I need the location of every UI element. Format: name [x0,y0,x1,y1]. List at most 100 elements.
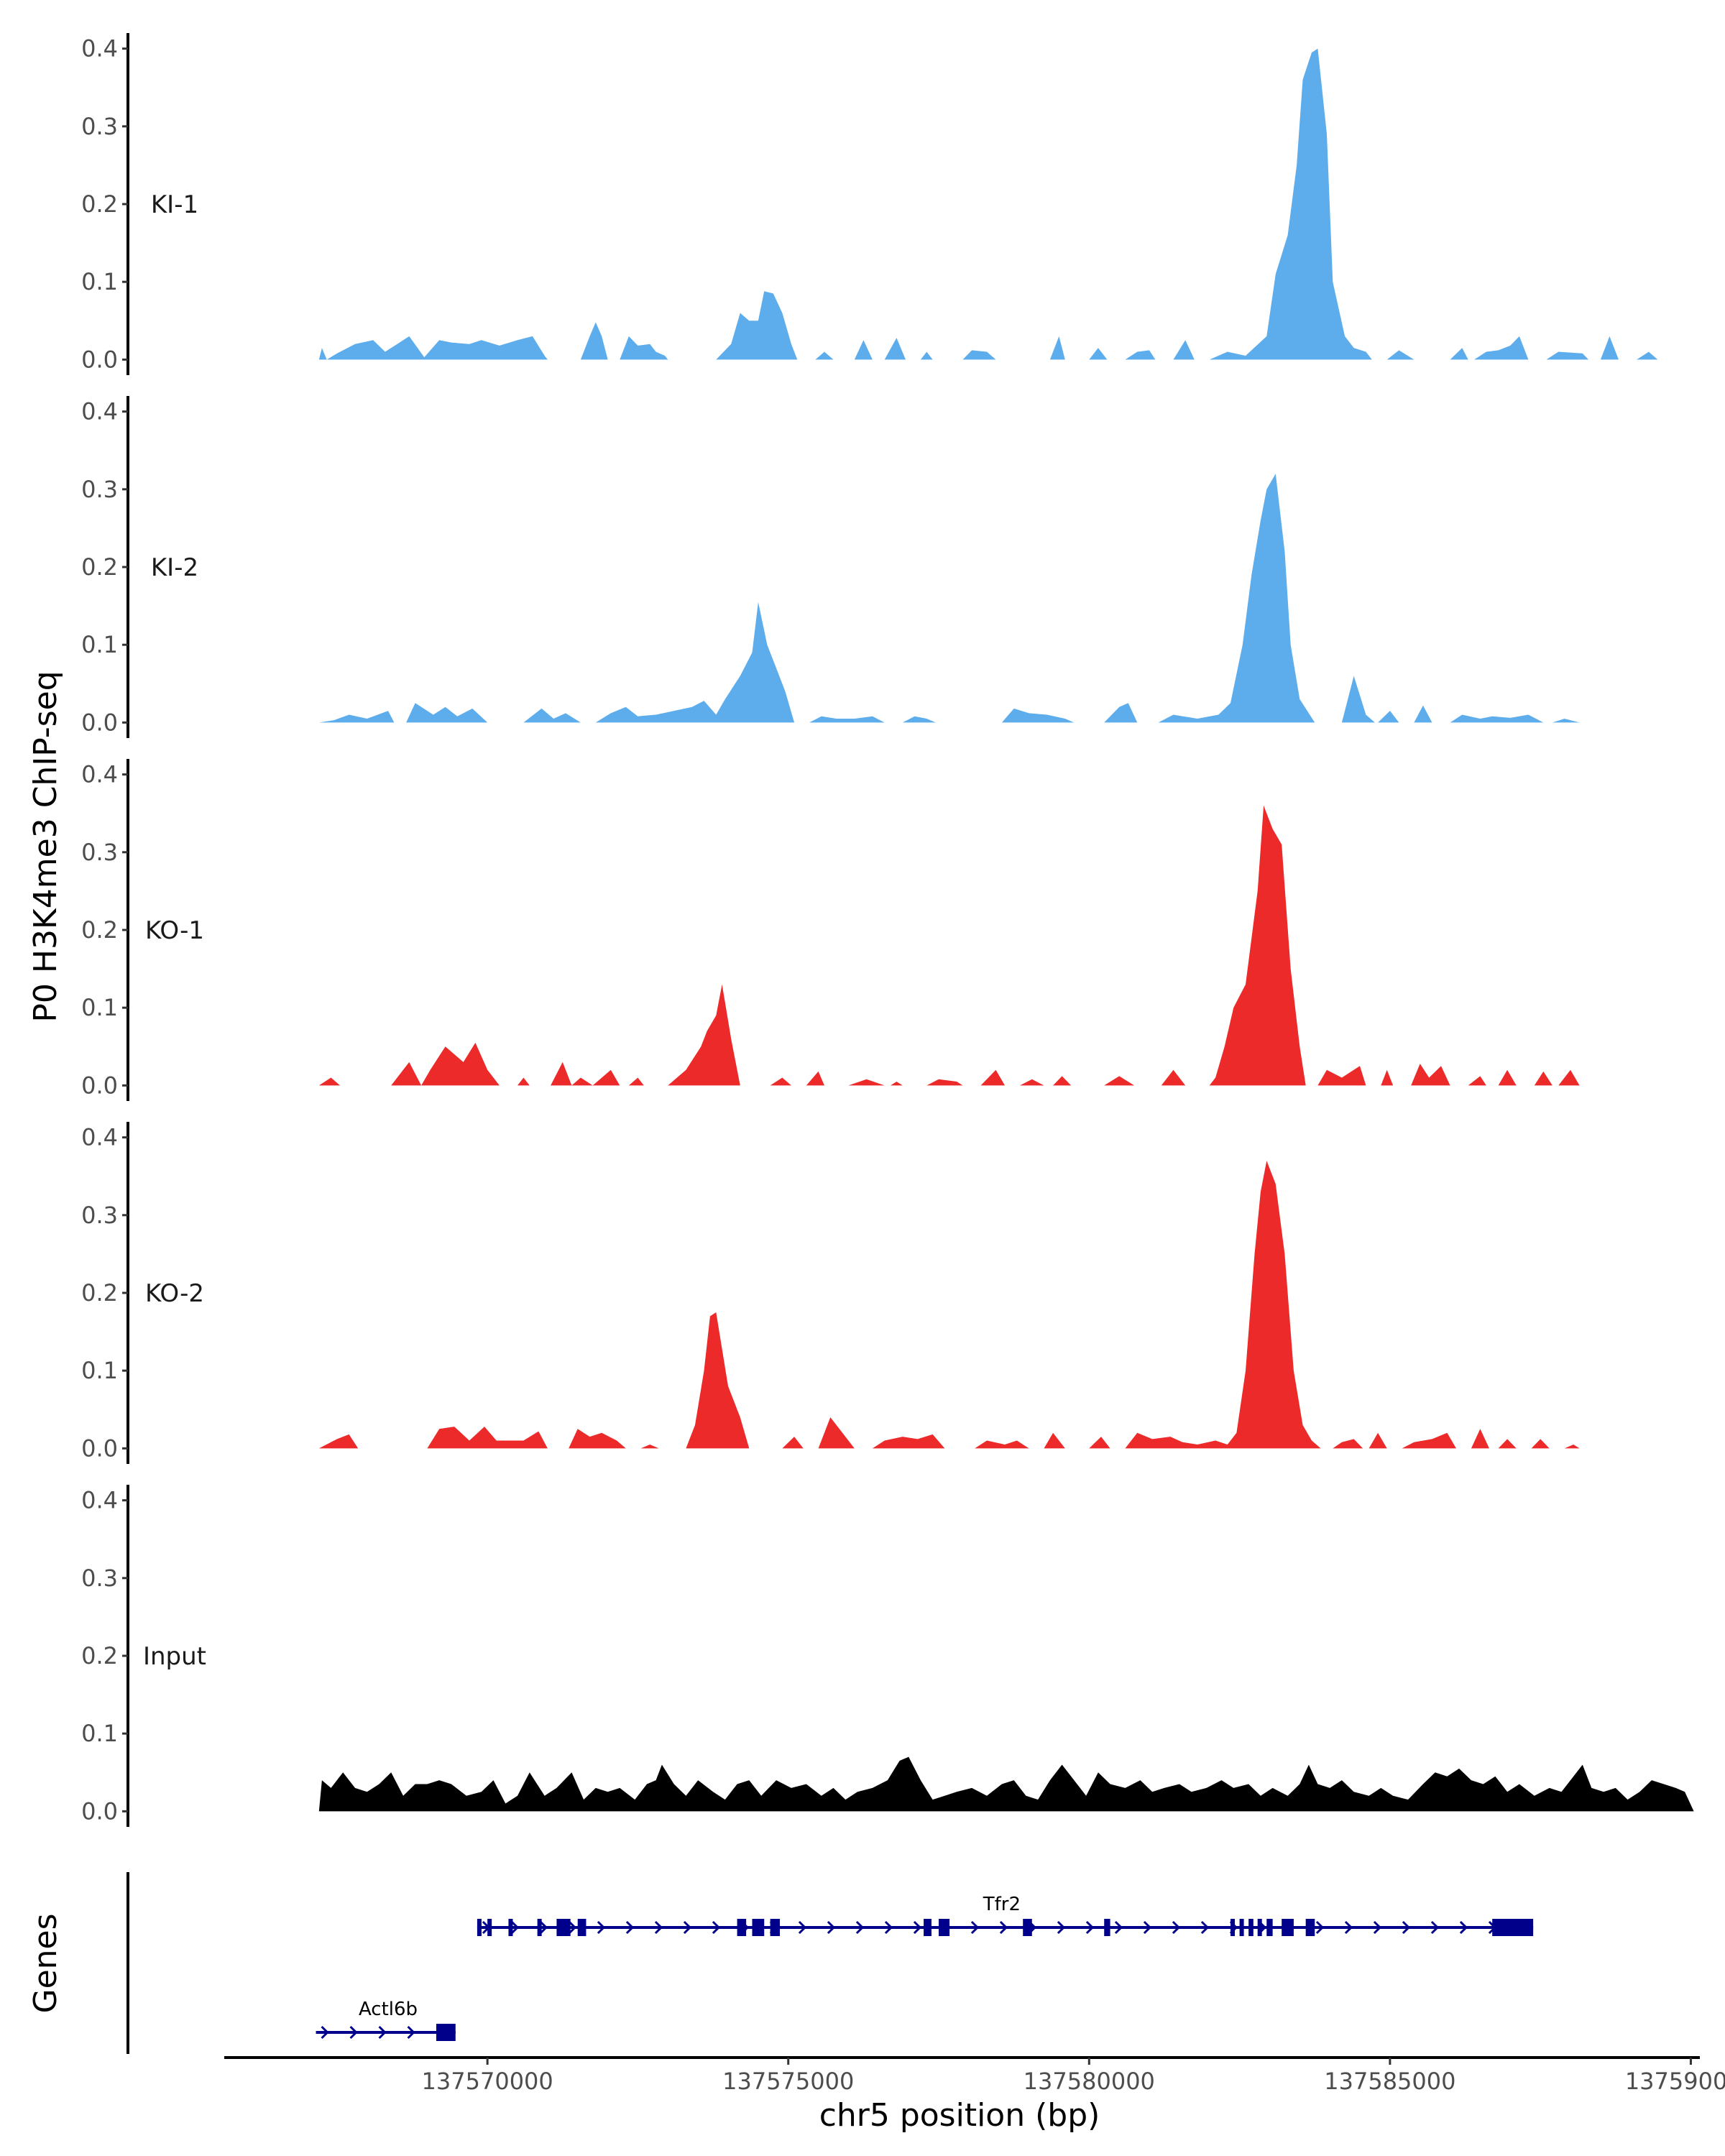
track-panel: 0.0 0.1 0.2 0.3 0.4 KO-2 [81,1122,1580,1464]
genes-axis-title: Genes [27,1913,64,2013]
x-tick-label: 137585000 [1324,2068,1455,2095]
y-tick-label: 0.2 [81,1642,118,1669]
y-tick-label: 0.0 [81,709,118,736]
y-tick-label: 0.0 [81,346,118,373]
signal-area [318,805,1580,1086]
exon [1282,1919,1294,1936]
exon [1239,1919,1244,1936]
exon [537,1919,542,1936]
track-label: KO-2 [145,1279,204,1308]
y-tick-label: 0.0 [81,1434,118,1462]
y-tick-label: 0.1 [81,631,118,658]
exon [1305,1919,1315,1936]
exon [1257,1919,1262,1936]
y-tick-label: 0.3 [81,476,118,503]
strand-arrow [1057,1920,1066,1935]
y-tick-label: 0.1 [81,1357,118,1384]
y-tick-label: 0.2 [81,190,118,218]
genes-layer: Tfr2 Actl6b [126,1872,1534,2054]
strand-arrow [1172,1920,1181,1935]
y-tick-label: 0.2 [81,553,118,581]
strand-arrow [349,2025,358,2040]
y-tick-label: 0.3 [81,1565,118,1592]
strand-arrow [1085,1920,1095,1935]
y-tick-label: 0.2 [81,1279,118,1307]
x-tick-label: 137570000 [422,2068,553,2095]
signal-area [318,1756,1694,1812]
exon [477,1919,482,1936]
track-label: KI-2 [151,553,198,582]
y-tick-label: 0.1 [81,1720,118,1747]
y-tick-label: 0.2 [81,916,118,944]
exon [752,1919,765,1936]
y-tick-label: 0.3 [81,1202,118,1229]
exon [924,1919,932,1936]
track-panel: 0.0 0.1 0.2 0.3 0.4 KI-1 [81,33,1658,375]
strand-arrow [378,2025,387,2040]
y-tick-label: 0.4 [81,35,118,63]
strand-arrow [913,1920,922,1935]
gene-label: Actl6b [359,1999,418,2020]
y-tick-label: 0.1 [81,268,118,295]
track-panel: 0.0 0.1 0.2 0.3 0.4 KI-2 [81,396,1580,738]
exon [737,1919,747,1936]
y-tick-label: 0.0 [81,1797,118,1825]
exon [556,1919,571,1936]
strand-arrow [568,1920,577,1935]
track-label: Input [143,1642,206,1671]
x-tick-label: 137580000 [1024,2068,1155,2095]
track-label: KI-1 [151,190,198,219]
y-tick-label: 0.1 [81,994,118,1021]
strand-arrow [1315,1920,1325,1935]
strand-arrow [970,1920,980,1935]
x-tick-label: 137590000 [1625,2068,1725,2095]
strand-arrow [884,1920,893,1935]
strand-arrow [654,1920,663,1935]
strand-arrow [321,2025,329,2040]
y-tick-label: 0.4 [81,1124,118,1151]
strand-arrow [539,1920,548,1935]
strand-arrow [1459,1920,1468,1935]
tracks-layer: 0.00.10.20.30.4KI-10.00.10.20.30.4KI-20.… [81,33,1694,1827]
strand-arrow [1373,1920,1382,1935]
track-panel: 0.0 0.1 0.2 0.3 0.4 Input [81,1485,1694,1827]
strand-arrow [999,1920,1008,1935]
strand-arrow [597,1920,606,1935]
track-label: KO-1 [145,916,204,945]
gene-model: Tfr2 [477,1894,1534,1936]
signal-area [318,48,1658,360]
exon [1492,1919,1534,1936]
strand-arrow [683,1920,692,1935]
strand-arrow [827,1920,836,1935]
strand-arrow [1344,1920,1353,1935]
y-axis-title: P0 H3K4me3 ChIP-seq [27,671,64,1022]
exon [1104,1919,1110,1936]
strand-arrow [625,1920,635,1935]
exon [1266,1919,1273,1936]
exon [508,1919,513,1936]
gene-label: Tfr2 [983,1894,1021,1915]
x-axis-title: chr5 position (bp) [819,2097,1100,2134]
gene-model: Actl6b [316,1999,456,2041]
y-tick-label: 0.3 [81,839,118,866]
exon [770,1919,781,1936]
strand-arrow [407,2025,415,2040]
exon [577,1919,586,1936]
strand-arrow [510,1920,520,1935]
signal-area [318,474,1580,723]
strand-arrow [1114,1920,1123,1935]
y-tick-label: 0.4 [81,1487,118,1514]
x-tick-label: 137575000 [722,2068,854,2095]
y-tick-label: 0.3 [81,113,118,140]
exon [1248,1919,1254,1936]
track-panel: 0.0 0.1 0.2 0.3 0.4 KO-1 [81,759,1580,1101]
strand-arrow [1143,1920,1152,1935]
strand-arrow [1200,1920,1210,1935]
strand-arrow [1430,1920,1440,1935]
strand-arrow [712,1920,721,1935]
y-tick-label: 0.0 [81,1072,118,1099]
y-tick-label: 0.4 [81,761,118,788]
y-tick-label: 0.4 [81,398,118,425]
exon [939,1919,950,1936]
